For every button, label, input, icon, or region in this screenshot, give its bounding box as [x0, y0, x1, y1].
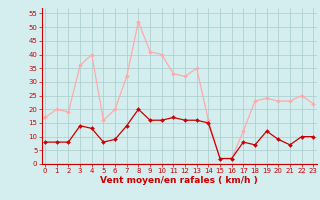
- X-axis label: Vent moyen/en rafales ( km/h ): Vent moyen/en rafales ( km/h ): [100, 176, 258, 185]
